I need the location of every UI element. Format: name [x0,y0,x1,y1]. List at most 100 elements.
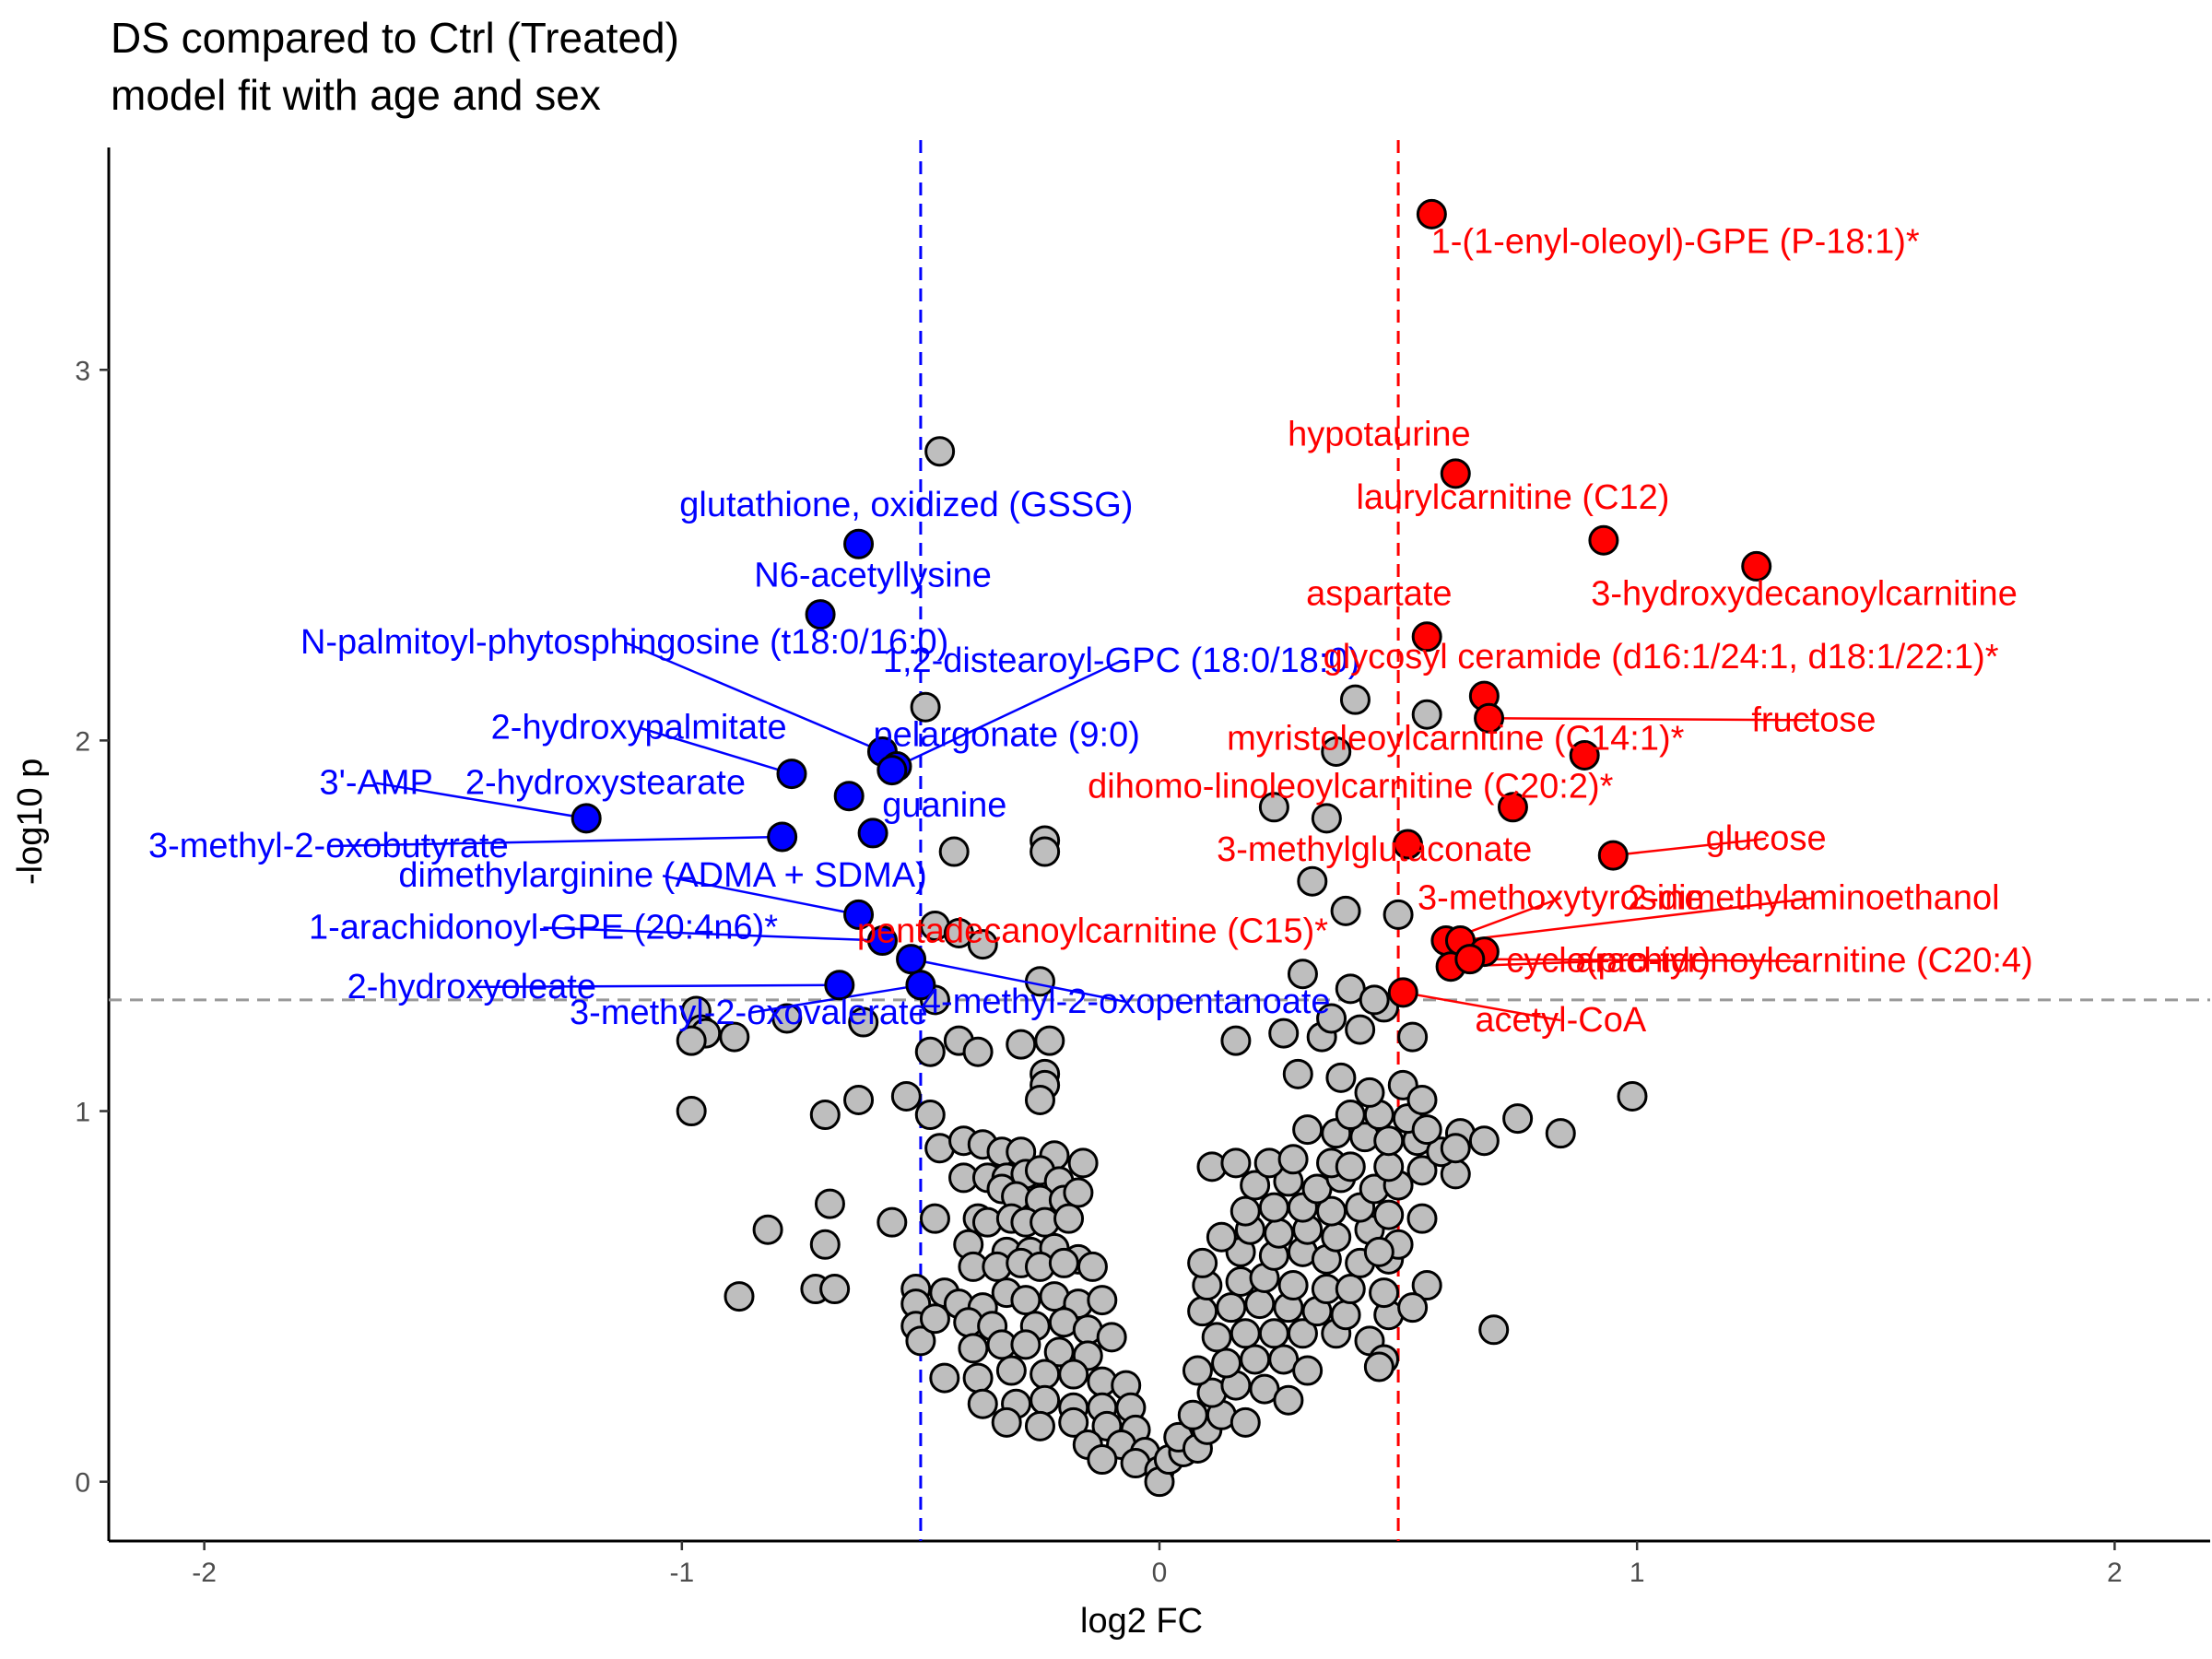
ns-point [771,1003,803,1034]
up-label: 3-methoxytyrosine [1418,878,1703,917]
down-label: dimethylarginine (ADMA + SDMA) [398,856,926,895]
ns-point [1177,1399,1208,1430]
ns-point [1297,865,1328,897]
ns-point [809,1100,841,1131]
ns-point [919,1203,950,1234]
ns-point [1321,735,1352,767]
ns-point [1244,1288,1276,1320]
ns-point [995,1355,1027,1386]
ns-point [676,1025,707,1056]
y-tick-label: 2 [75,726,90,757]
ns-point [1216,1292,1247,1324]
ns-point [848,1006,879,1038]
ns-point [1354,1077,1385,1108]
ns-point [1287,959,1318,990]
ns-point [1311,803,1342,834]
down-point [824,970,855,1001]
down-point [833,781,865,812]
ns-point [1240,1344,1271,1375]
ns-point [914,1036,946,1067]
down-label: pelargonate (9:0) [873,715,1139,754]
ns-point [1330,1300,1361,1331]
ns-point [877,1206,908,1238]
ns-point [1273,1384,1304,1416]
ns-point [1258,792,1289,823]
ns-point [1468,1125,1500,1157]
ns-point [1406,1084,1438,1115]
ns-point [1292,1355,1324,1386]
down-label: N-palmitoyl-phytosphingosine (t18:0/16:0… [300,623,948,662]
leader-line [471,983,840,989]
up-point [1474,702,1505,734]
ns-point [962,1036,994,1067]
ns-point [1230,1318,1261,1349]
ns-point [1316,1195,1347,1227]
leader-line [1488,717,1814,722]
ns-point [1268,1018,1300,1049]
ns-point [1335,1274,1366,1305]
ns-point [1339,684,1371,715]
up-label: cyclo(pro-tyr) [1506,942,1711,981]
ns-point [809,1229,841,1260]
ns-point [1087,1444,1118,1476]
ns-point [1048,1247,1079,1278]
leader-line [896,659,1123,768]
x-tick-label: 1 [1630,1558,1645,1588]
ns-point [1330,895,1361,926]
leader-line [1403,991,1561,1022]
ns-point [1187,1247,1218,1278]
ns-point [1406,1155,1438,1186]
ns-point [967,929,998,960]
up-label: laurylcarnitine (C12) [1356,478,1669,517]
down-label: 2-hydroxystearate [465,764,746,803]
ns-point [1277,1270,1309,1301]
ns-point [1077,1251,1108,1282]
down-label: 1,2-distearoyl-GPC (18:0/18:0) [883,641,1359,680]
down-label: 2-hydroxyoleate [347,968,596,1006]
x-tick-label: 0 [1152,1558,1168,1588]
ns-point [819,1274,851,1305]
ns-point [1182,1355,1213,1386]
down-point [877,755,908,786]
chart-title: DS compared to Ctrl (Treated) [111,14,679,62]
down-label: 3'-AMP [319,764,432,803]
up-point [1497,792,1528,823]
ns-point [1220,1147,1252,1179]
up-label: aspartate [1306,575,1452,614]
ns-point [1258,1192,1289,1223]
point-labels: glutathione, oxidized (GSSG) N6-acetyllys… [148,223,2033,1040]
leader-line [1460,897,1815,942]
up-label: dihomo-linoleoylcarnitine (C20:2)* [1088,768,1613,806]
x-tick-label: 2 [2107,1558,2123,1588]
ns-point [1043,1336,1075,1368]
ns-point [719,1021,750,1053]
ns-point [1034,1025,1065,1056]
ns-point [1316,1003,1347,1034]
ns-point [962,1362,994,1394]
up-label: pentadecanoylcarnitine (C15)* [857,912,1328,951]
ns-point [1230,1195,1261,1227]
down-point [857,818,888,849]
up-label: 3-hydroxydecanoylcarnitine [1591,575,2018,614]
ns-point [814,1188,845,1219]
up-label: myristoleoylcarnitine (C14:1)* [1227,719,1684,758]
down-point [776,759,807,790]
up-point [1588,524,1619,556]
down-label: 1-arachidonoyl-GPE (20:4n6)* [309,909,778,947]
up-label: fructose [1751,700,1876,739]
ns-point [1187,1296,1218,1327]
axes: -2 -1 0 1 2 0 1 2 3 [75,147,2210,1588]
ns-point [958,1333,989,1364]
ns-point [1096,1322,1127,1353]
up-point [1454,944,1486,975]
x-tick-label: -2 [192,1558,217,1588]
down-point [866,925,898,957]
ns-point [676,1096,707,1127]
leader-line [624,641,883,753]
ns-point [1287,1318,1318,1349]
ns-point [890,1080,922,1112]
ns-point [1087,1285,1118,1316]
leader-line [1613,837,1767,857]
ns-point [1211,1347,1242,1379]
y-tick-label: 0 [75,1468,90,1499]
